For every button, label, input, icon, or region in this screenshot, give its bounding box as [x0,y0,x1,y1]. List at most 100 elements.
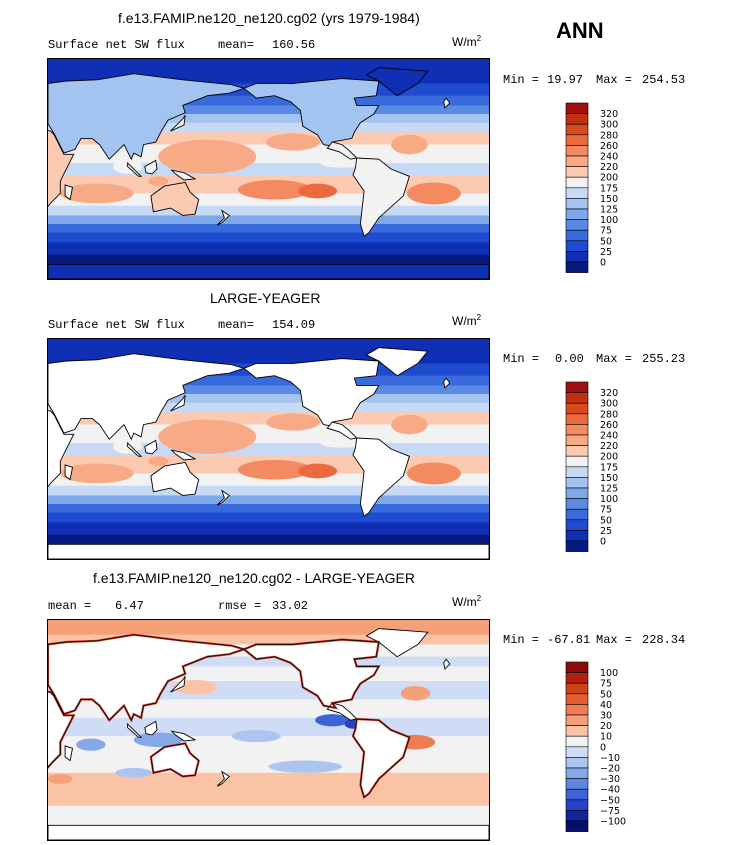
map-land-newGuinea [170,730,197,742]
map-contour-region [297,183,338,199]
map-land-southAmerica [352,157,410,237]
map-land-sumatra [127,441,143,457]
colorbar-swatch [565,402,589,415]
map-contour-region [319,438,365,448]
map-contour-region [391,414,428,435]
map-contour-region [133,732,183,748]
map-land-borneo [144,720,158,736]
colorbar-swatch [565,434,589,446]
colorbar-tick-label: −40 [600,785,620,796]
map-contour-band [48,754,489,774]
panel-3-units: W/m2 [452,594,482,609]
panel-1-units: W/m2 [452,34,482,49]
colorbar-swatch [565,672,589,684]
panel-2-map [47,338,490,560]
map-land-newGuinea [170,169,197,181]
panel-3-mean-label: mean = [48,599,92,613]
panel-3-map [47,619,490,841]
map-land-centralAmerica [326,141,358,160]
panel-1-field-label: Surface net SW flux [48,38,185,52]
map-contour-band [48,394,489,404]
colorbar-swatch [565,424,589,436]
map-contour-band [48,385,489,395]
map-contour-band [48,224,489,234]
colorbar-swatch [565,219,589,231]
colorbar-tick-label: 100 [600,494,618,505]
colorbar-swatch [565,155,589,167]
colorbar-swatch [565,788,589,801]
colorbar-tick-label: 200 [600,452,618,463]
colorbar-swatch [565,767,589,779]
map-land-australia [150,461,200,496]
colorbar-tick-label: 100 [600,215,618,226]
colorbar-tick-label: −30 [600,774,620,785]
colorbar-swatch [565,778,589,790]
panel-2-mean-label: mean= [218,318,255,332]
panel-2-field-label: Surface net SW flux [48,318,185,332]
map-contour-region [297,463,338,479]
map-land-madagascar [64,745,74,762]
panel-3-rmse-label: rmse = [218,599,262,613]
map-land-eurasia [48,353,246,441]
colorbar-swatch [565,735,589,748]
colorbar-swatch [565,714,589,726]
colorbar-swatch [565,799,589,811]
map-contour-band [48,114,489,124]
map-coastline [352,718,410,798]
panel-3-title: f.e13.FAMIP.ne120_ne120.cg02 - LARGE-YEA… [93,570,415,586]
panel-1-min-label: Min = [503,73,540,87]
colorbar-tick-label: 0 [600,537,606,548]
map-land-japan [170,675,186,693]
colorbar-tick-label: 175 [600,183,618,194]
panel-1-max-value: 254.53 [642,73,686,87]
colorbar-tick-label: −20 [600,764,620,775]
colorbar-swatch [565,540,589,552]
map-land-antarcticaStrip [48,543,489,559]
colorbar-swatch [565,498,589,510]
map-contour-region [148,176,169,187]
map-land-eurasia [48,73,246,161]
map-contour-region [148,456,169,467]
colorbar-tick-label: 240 [600,152,618,163]
map-contour-band [48,215,489,225]
map-land-sumatra [127,161,143,177]
colorbar-tick-label: 125 [600,484,618,495]
panel-1-colorbar: 320 300 280 260 240 220 200 175 150 125 100 75 50 25 0 [565,102,626,273]
map-contour-region [315,714,350,727]
panel-2-max-label: Max = [596,352,633,366]
colorbar-swatch [565,102,589,114]
colorbar-tick-label: 25 [600,526,612,537]
map-contour-band [48,205,489,216]
panel-1-max-label: Max = [596,73,633,87]
colorbar-swatch [565,693,589,705]
map-contour-band [48,504,489,514]
colorbar-swatch [565,455,589,468]
map-land-uk [443,377,451,389]
panel-3-min-label: Min = [503,633,540,647]
colorbar-swatch [565,704,589,716]
map-land-africa [48,410,75,487]
map-land-nz [216,209,231,226]
map-land-uk [443,658,451,670]
map-contour-region [406,462,461,485]
panel-3-min-value: -67.81 [547,633,591,647]
colorbar-swatch [565,746,589,758]
colorbar-swatch [565,261,589,273]
colorbar-tick-label: 20 [600,721,612,732]
panel-3-max-value: 228.34 [642,633,686,647]
map-land-japan [170,394,186,412]
colorbar-tick-label: 75 [600,226,612,237]
map-contour-band [48,512,489,523]
map-contour-region [400,686,431,701]
colorbar-swatch [565,187,589,199]
colorbar-tick-label: 125 [600,205,618,216]
colorbar-tick-label: 320 [600,109,618,120]
map-land-nz [216,770,231,787]
colorbar-tick-label: 175 [600,462,618,473]
colorbar-tick-label: 40 [600,700,612,711]
map-contour-region [266,413,320,431]
map-contour-band [48,232,489,243]
colorbar-tick-label: 220 [600,441,618,452]
colorbar-tick-label: 10 [600,732,612,743]
map-coastline [243,639,380,709]
